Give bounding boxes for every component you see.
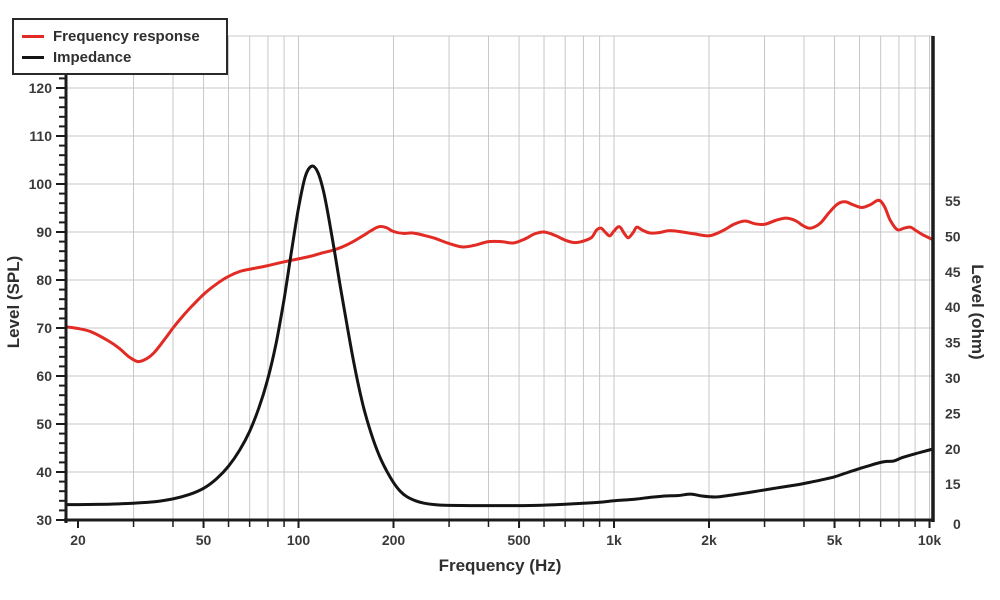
legend-label: Frequency response <box>53 27 200 45</box>
left-y-tick-label: 60 <box>36 368 52 384</box>
right-y-tick-label: 0 <box>953 516 961 532</box>
right-y-axis-title: Level (ohm) <box>968 264 987 360</box>
x-tick-label: 100 <box>287 532 311 548</box>
right-y-tick-label: 45 <box>945 264 961 280</box>
right-y-tick-label: 15 <box>945 476 961 492</box>
right-y-tick-label: 55 <box>945 193 961 209</box>
x-tick-label: 1k <box>606 532 622 548</box>
legend-label: Impedance <box>53 48 132 66</box>
frequency-response-curve <box>65 198 935 364</box>
left-y-tick-label: 50 <box>36 416 52 432</box>
impedance-curve <box>65 164 935 508</box>
right-y-tick-label: 50 <box>945 228 961 244</box>
frequency-response-line-swatch <box>22 34 44 38</box>
left-y-tick-label: 40 <box>36 464 52 480</box>
x-tick-label: 500 <box>507 532 531 548</box>
left-y-tick-label: 70 <box>36 320 52 336</box>
left-y-tick-label: 80 <box>36 272 52 288</box>
right-y-tick-label: 40 <box>945 299 961 315</box>
x-tick-label: 2k <box>701 532 717 548</box>
left-y-tick-label: 110 <box>29 128 52 144</box>
x-tick-label: 50 <box>196 532 212 548</box>
legend-item-frequency-response: Frequency response <box>22 29 226 44</box>
right-y-tick-label: 30 <box>945 370 961 386</box>
legend-item-impedance: Impedance <box>22 50 226 65</box>
x-tick-label: 5k <box>827 532 843 548</box>
right-y-tick-label: 35 <box>945 335 961 351</box>
left-y-tick-label: 30 <box>36 512 52 528</box>
x-tick-label: 200 <box>382 532 406 548</box>
left-y-tick-label: 90 <box>36 224 52 240</box>
left-y-tick-label: 100 <box>29 176 53 192</box>
x-axis-title: Frequency (Hz) <box>438 556 562 575</box>
legend-box: Frequency response Impedance <box>12 18 228 75</box>
x-tick-label: 20 <box>70 532 86 548</box>
impedance-line-swatch <box>22 55 44 59</box>
left-y-axis-title: Level (SPL) <box>4 255 23 349</box>
x-tick-label: 10k <box>918 532 942 548</box>
right-y-tick-label: 20 <box>945 441 961 457</box>
left-y-tick-label: 120 <box>29 80 53 96</box>
right-y-tick-label: 25 <box>945 405 961 421</box>
